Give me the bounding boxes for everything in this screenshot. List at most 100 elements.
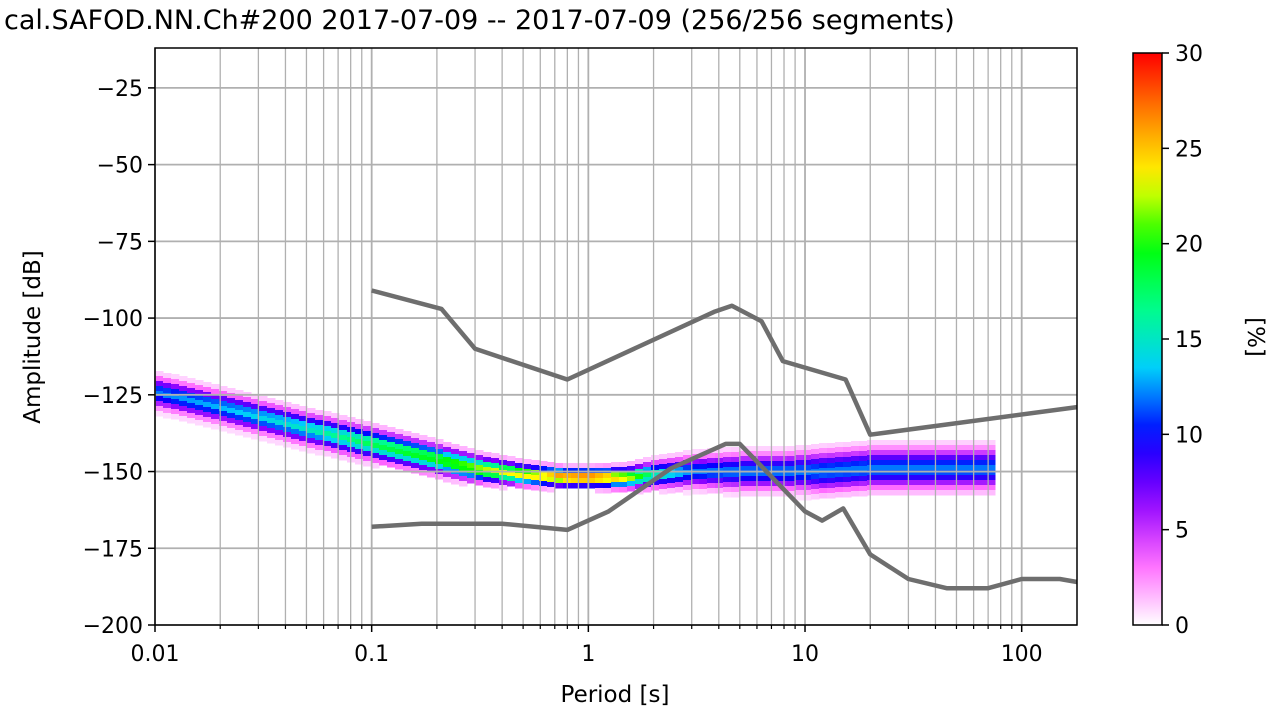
density-cell [339, 455, 348, 461]
density-cell [219, 401, 228, 407]
density-cell [843, 492, 852, 498]
density-cell [971, 470, 980, 476]
density-cell [299, 416, 308, 422]
density-cell [739, 486, 748, 492]
density-cell [259, 401, 268, 407]
density-cell [987, 465, 996, 471]
y-tick-label: −175 [83, 537, 143, 562]
density-cell [787, 466, 796, 472]
density-cell [819, 473, 828, 479]
density-cell [531, 470, 540, 476]
density-cell [963, 480, 972, 486]
colorbar-tick-label: 15 [1175, 328, 1203, 353]
density-cell [251, 424, 260, 430]
density-cell [227, 398, 236, 404]
density-cell [915, 490, 924, 496]
density-cell [171, 394, 180, 400]
density-cell [707, 453, 716, 459]
density-cell [723, 467, 732, 473]
density-cell [291, 424, 300, 430]
density-cell [267, 413, 276, 419]
density-cell [451, 474, 460, 480]
density-cell [787, 461, 796, 467]
density-cell [363, 446, 372, 452]
density-cell [435, 449, 444, 455]
density-cell [723, 482, 732, 488]
density-cell [603, 488, 612, 494]
density-cell [411, 463, 420, 469]
density-cell [843, 472, 852, 478]
density-cell [267, 438, 276, 444]
density-cell [483, 462, 492, 468]
density-cell [259, 416, 268, 422]
density-cell [219, 386, 228, 392]
density-cell [475, 470, 484, 476]
density-cell [771, 486, 780, 492]
density-cell [987, 440, 996, 446]
density-cell [371, 423, 380, 429]
density-cell [227, 418, 236, 424]
density-cell [571, 483, 580, 489]
y-axis-label: Amplitude [dB] [20, 250, 46, 424]
density-cell [547, 472, 556, 478]
density-cell [403, 446, 412, 452]
density-cell [291, 404, 300, 410]
density-cell [651, 485, 660, 491]
density-cell [603, 483, 612, 489]
density-cell [811, 449, 820, 455]
density-cell [755, 471, 764, 477]
density-cell [955, 455, 964, 461]
density-cell [315, 420, 324, 426]
density-cell [923, 455, 932, 461]
density-cell [435, 459, 444, 465]
density-cell [875, 455, 884, 461]
density-cell [795, 475, 804, 481]
density-cell [491, 473, 500, 479]
density-cell [387, 452, 396, 458]
density-cell [763, 476, 772, 482]
density-cell [891, 490, 900, 496]
density-cell [971, 480, 980, 486]
density-cell [819, 453, 828, 459]
density-cell [539, 466, 548, 472]
density-cell [827, 483, 836, 489]
density-cell [155, 371, 164, 377]
density-cell [315, 430, 324, 436]
density-cell [979, 455, 988, 461]
density-cell [627, 476, 636, 482]
density-cell [779, 481, 788, 487]
density-cell [779, 466, 788, 472]
density-cell [331, 448, 340, 454]
density-cell [515, 463, 524, 469]
density-cell [595, 488, 604, 494]
density-cell [963, 455, 972, 461]
noise-model-line-2 [371, 441, 1078, 591]
density-cell [267, 433, 276, 439]
density-cell [619, 472, 628, 478]
density-cell [163, 413, 172, 419]
density-cell [787, 486, 796, 492]
density-cell [163, 378, 172, 384]
density-cell [635, 479, 644, 485]
density-cell [875, 485, 884, 491]
density-cell [859, 441, 868, 447]
density-cell [739, 451, 748, 457]
density-cell [211, 384, 220, 390]
density-cell [579, 473, 588, 479]
density-cell [395, 464, 404, 470]
density-cell [387, 427, 396, 433]
density-cell [243, 432, 252, 438]
density-cell [891, 480, 900, 486]
density-cell [963, 450, 972, 456]
density-cell [779, 446, 788, 452]
density-cell [171, 384, 180, 390]
density-cell [859, 461, 868, 467]
density-cell [811, 444, 820, 450]
density-cell [963, 465, 972, 471]
density-cell [603, 463, 612, 469]
density-cell [235, 415, 244, 421]
density-cell [355, 449, 364, 455]
density-cell [507, 476, 516, 482]
density-cell [435, 454, 444, 460]
density-cell [635, 474, 644, 480]
